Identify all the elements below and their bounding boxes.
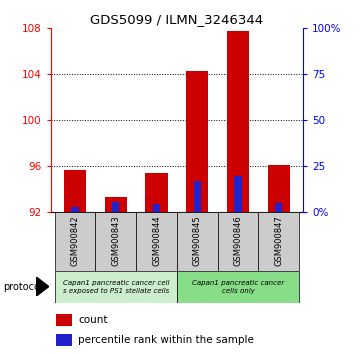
Bar <box>177 212 218 271</box>
Bar <box>186 71 209 212</box>
Bar <box>258 212 299 271</box>
Bar <box>55 212 95 271</box>
Bar <box>218 212 258 271</box>
Text: GSM900845: GSM900845 <box>193 215 202 266</box>
Text: GSM900842: GSM900842 <box>70 215 79 266</box>
Bar <box>112 202 119 212</box>
Text: protocol: protocol <box>4 282 43 292</box>
Bar <box>64 170 86 212</box>
Text: GSM900843: GSM900843 <box>111 215 120 266</box>
Bar <box>56 334 72 346</box>
Bar <box>71 207 79 212</box>
Polygon shape <box>36 277 49 296</box>
Text: GSM900847: GSM900847 <box>274 215 283 266</box>
Text: percentile rank within the sample: percentile rank within the sample <box>78 335 254 345</box>
Bar <box>105 198 127 212</box>
Bar <box>177 271 299 303</box>
Title: GDS5099 / ILMN_3246344: GDS5099 / ILMN_3246344 <box>90 13 264 26</box>
Bar <box>153 204 160 212</box>
Text: GSM900844: GSM900844 <box>152 215 161 266</box>
Bar <box>136 212 177 271</box>
Bar <box>275 203 282 212</box>
Bar <box>55 271 177 303</box>
Bar <box>193 181 201 212</box>
Bar <box>227 31 249 212</box>
Bar <box>95 212 136 271</box>
Bar <box>145 173 168 212</box>
Bar <box>56 314 72 326</box>
Text: Capan1 pancreatic cancer cell
s exposed to PS1 stellate cells: Capan1 pancreatic cancer cell s exposed … <box>62 280 169 293</box>
Text: Capan1 pancreatic cancer
cells only: Capan1 pancreatic cancer cells only <box>192 280 284 293</box>
Text: count: count <box>78 315 108 325</box>
Text: GSM900846: GSM900846 <box>234 215 243 266</box>
Bar <box>234 176 242 212</box>
Bar <box>268 165 290 212</box>
